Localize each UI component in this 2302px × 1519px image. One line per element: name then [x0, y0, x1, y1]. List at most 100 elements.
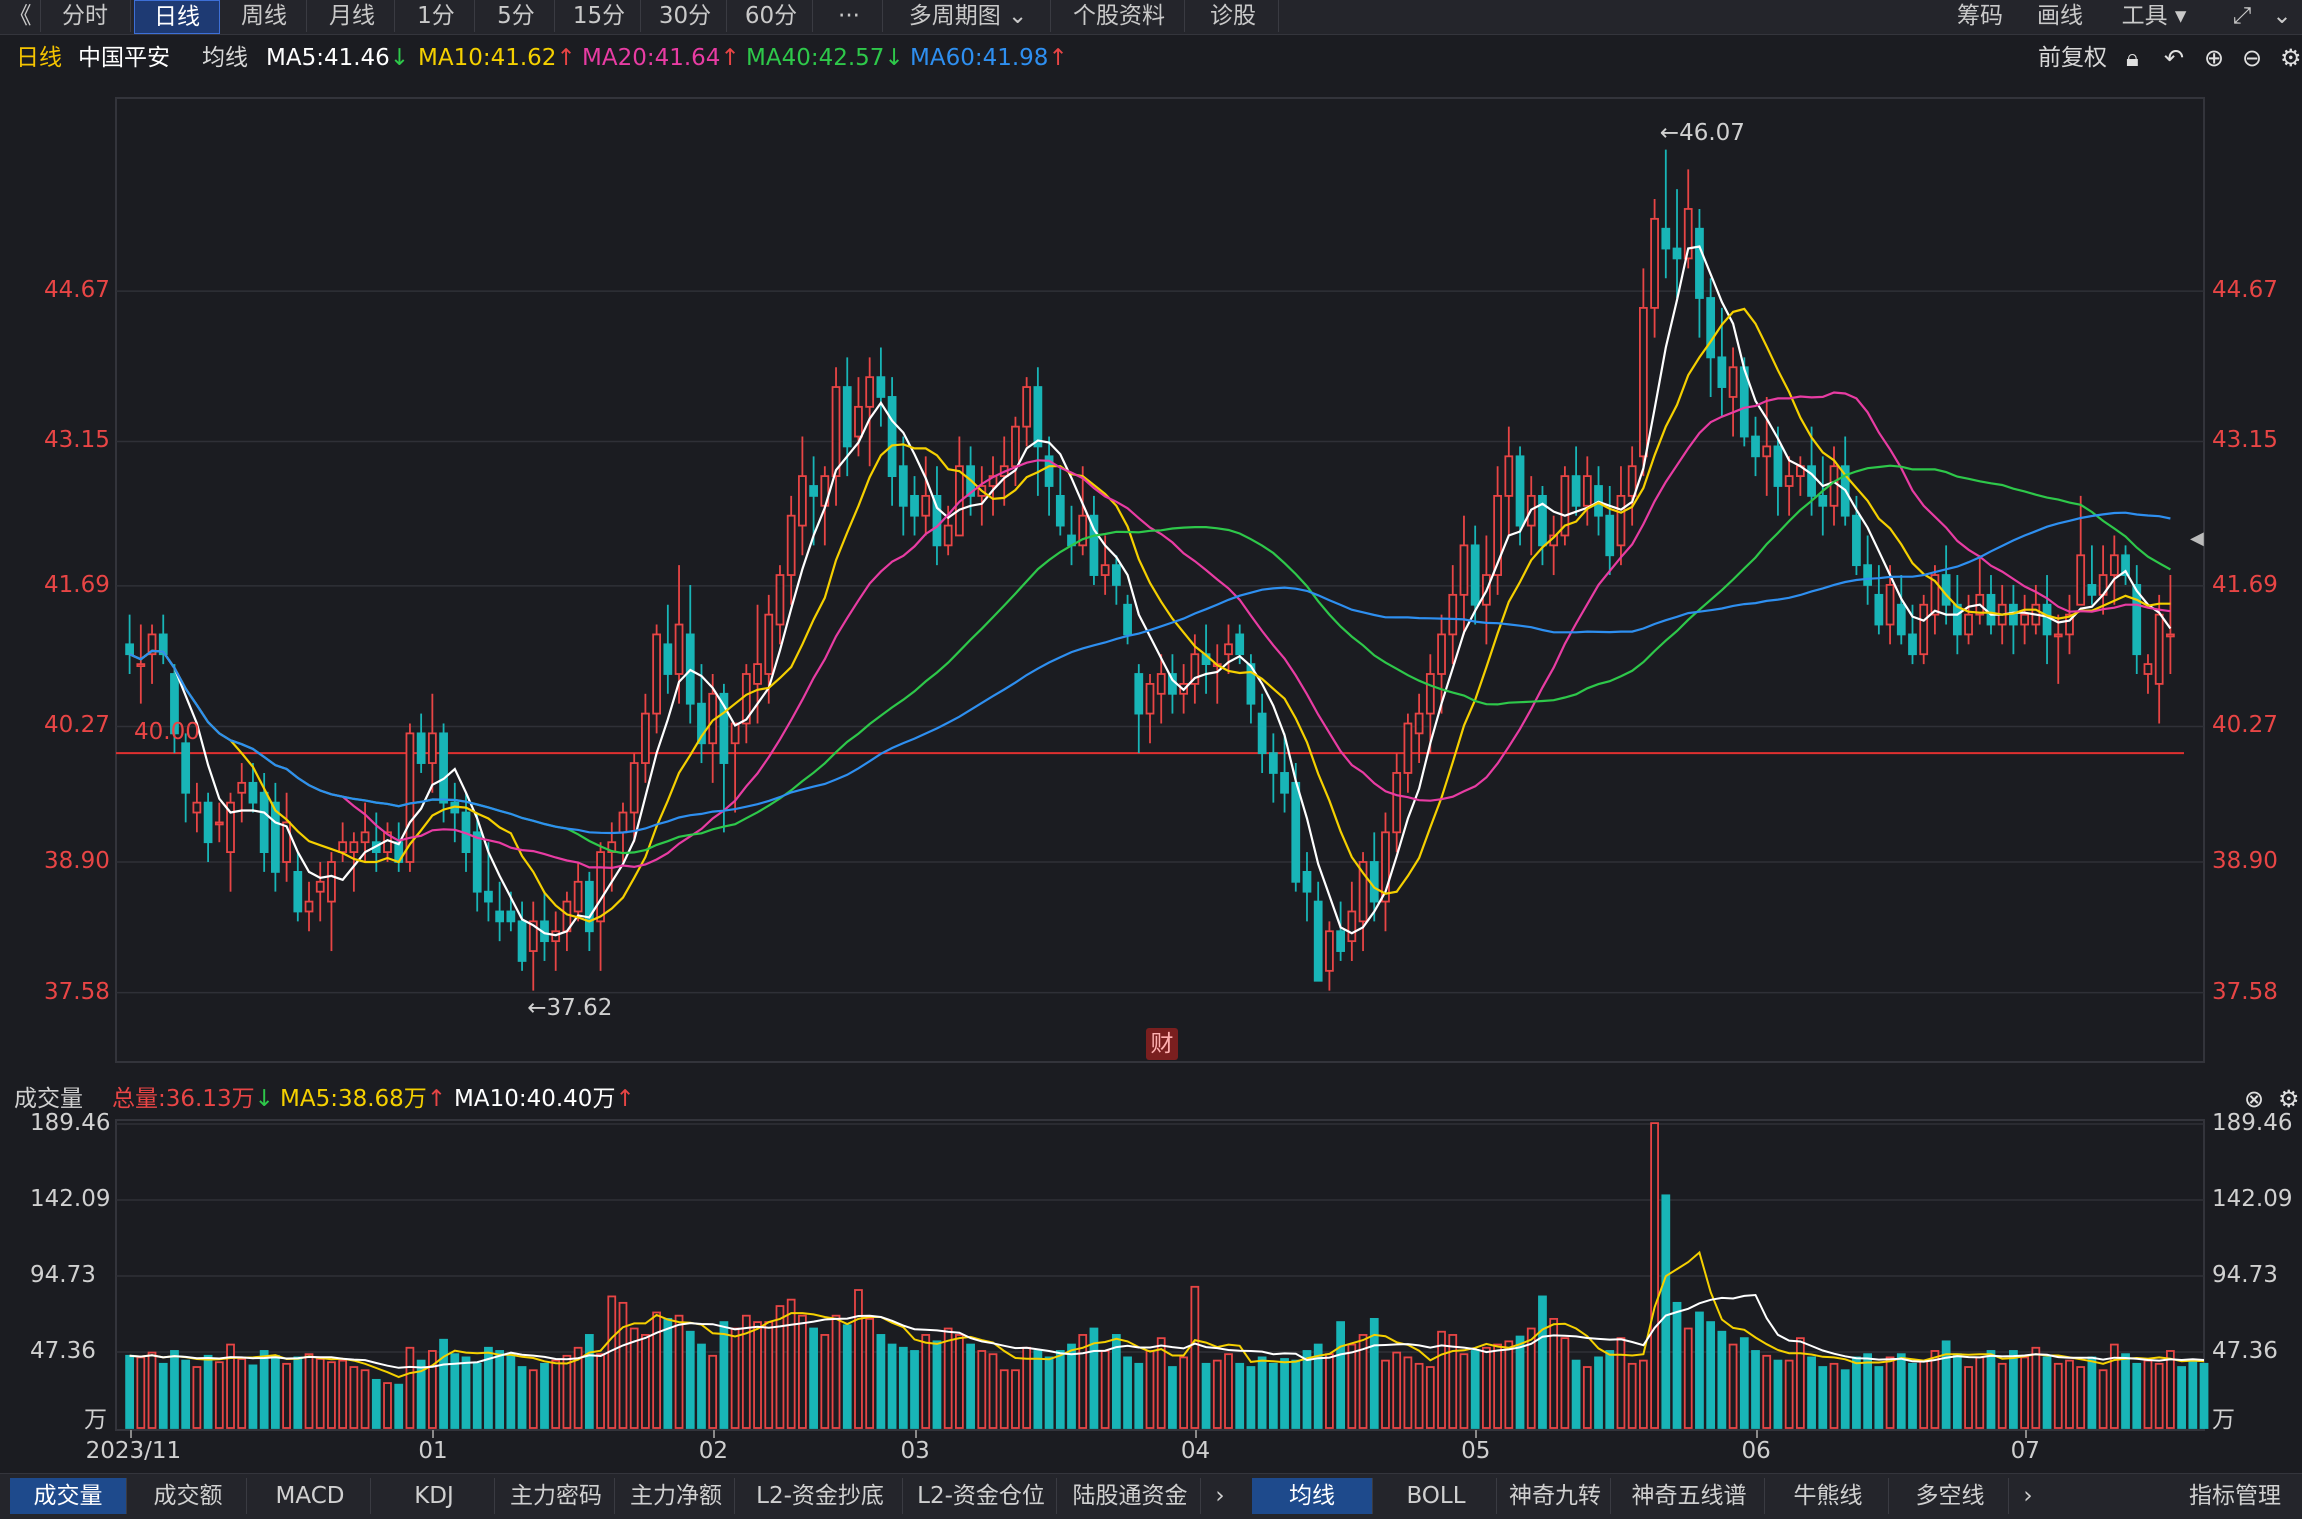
- ma60-value: MA60:41.98: [910, 45, 1049, 71]
- candle-body: [2087, 584, 2097, 596]
- volume-bar: [1055, 1350, 1065, 1429]
- settings-gear-icon[interactable]: ⚙: [2280, 44, 2302, 72]
- tab-bull-bear[interactable]: 牛熊线: [1768, 1478, 1889, 1514]
- volume-grid: [116, 1123, 2204, 1353]
- volume-bar: [1930, 1350, 1940, 1429]
- candle-body: [147, 633, 157, 656]
- tab-magic-five[interactable]: 神奇五线谱: [1614, 1478, 1765, 1514]
- adjust-mode-button[interactable]: 前复权: [2038, 45, 2107, 71]
- ma-title[interactable]: 均线: [202, 45, 248, 71]
- tab-5min[interactable]: 5分: [478, 0, 555, 32]
- tab-60min[interactable]: 60分: [730, 0, 813, 32]
- candle-body: [1369, 861, 1379, 903]
- tab-fenshi[interactable]: 分时: [40, 0, 131, 32]
- volume-ma5-line: [129, 1250, 2205, 1379]
- volume-bar: [831, 1314, 841, 1429]
- tab-macd[interactable]: MACD: [250, 1478, 371, 1514]
- date-tick: 2023/11: [85, 1438, 182, 1464]
- candle-body: [887, 396, 897, 478]
- volume-settings-gear-icon[interactable]: ⚙: [2278, 1085, 2300, 1113]
- price-tick-right: 41.69: [2212, 571, 2278, 598]
- fullscreen-icon[interactable]: ⤢: [2232, 3, 2252, 29]
- volume-bar: [259, 1350, 269, 1429]
- tab-30min[interactable]: 30分: [644, 0, 727, 32]
- candle-body: [1325, 930, 1334, 972]
- tab-northbound[interactable]: 陆股通资金: [1060, 1478, 1201, 1514]
- ma40-value: MA40:42.57: [746, 45, 885, 71]
- volume-bar: [1661, 1194, 1671, 1429]
- ma5-line: [129, 245, 2172, 937]
- volume-bar: [125, 1354, 134, 1429]
- tab-volume[interactable]: 成交量: [10, 1478, 127, 1514]
- volume-bar: [551, 1359, 561, 1429]
- candlestick-chart[interactable]: [0, 80, 2302, 1080]
- tab-daily[interactable]: 日线: [134, 0, 220, 34]
- close-panel-icon[interactable]: ⊗: [2244, 1085, 2265, 1113]
- volume-bar: [1762, 1354, 1772, 1429]
- tab-long-short[interactable]: 多空线: [1892, 1478, 2009, 1514]
- volume-bar: [943, 1327, 953, 1429]
- volume-bar: [854, 1289, 863, 1429]
- stock-profile-button[interactable]: 个股资料: [1054, 0, 1185, 32]
- draw-line-button[interactable]: 画线: [2037, 3, 2083, 29]
- volume-bar: [540, 1362, 549, 1429]
- period-label: 日线: [16, 45, 62, 71]
- candle-body: [1661, 227, 1671, 250]
- ma20-value: MA20:41.64: [582, 45, 721, 71]
- volume-tick-right: 47.36: [2212, 1338, 2278, 1364]
- volume-bar: [1201, 1362, 1211, 1429]
- indicator-manage-button[interactable]: 指标管理: [2189, 1483, 2281, 1509]
- volume-chart[interactable]: [0, 1116, 2302, 1436]
- collapse-back-icon[interactable]: 《: [0, 0, 41, 32]
- tab-l2-bottom[interactable]: L2-资金抄底: [738, 1478, 903, 1514]
- tab-ma[interactable]: 均线: [1252, 1478, 1373, 1514]
- tab-15min[interactable]: 15分: [558, 0, 641, 32]
- volume-bar: [1033, 1350, 1043, 1429]
- financial-report-badge[interactable]: 财: [1146, 1028, 1178, 1060]
- candle-body: [1941, 574, 1951, 606]
- lock-icon[interactable]: 🔒︎: [2126, 44, 2139, 72]
- undo-icon[interactable]: ↶: [2164, 44, 2185, 72]
- candle-body: [1885, 584, 1895, 626]
- candle-body: [203, 801, 213, 844]
- zoom-in-icon[interactable]: ⊕: [2204, 44, 2225, 72]
- tab-1min[interactable]: 1分: [398, 0, 475, 32]
- volume-bar: [685, 1330, 695, 1429]
- tab-main-force-code[interactable]: 主力密码: [498, 1478, 615, 1514]
- tab-turnover[interactable]: 成交额: [130, 1478, 247, 1514]
- chip-distribution-button[interactable]: 筹码: [1957, 3, 2003, 29]
- multi-period-dropdown[interactable]: 多周期图 ⌄: [886, 0, 1051, 32]
- candle-body: [1762, 445, 1772, 458]
- tools-menu-button[interactable]: 工具 ▾: [2121, 3, 2187, 29]
- price-tick-right: 40.27: [2212, 712, 2278, 739]
- stock-diagnosis-button[interactable]: 诊股: [1188, 0, 1279, 32]
- candle-body: [2020, 613, 2029, 626]
- candle-body: [898, 465, 908, 507]
- volume-bar: [1526, 1327, 1536, 1429]
- candle-body: [2053, 633, 2063, 638]
- candle-body: [1459, 544, 1469, 596]
- scroll-right-icon[interactable]: ›: [1215, 1483, 1225, 1509]
- tab-kdj[interactable]: KDJ: [374, 1478, 495, 1514]
- volume-bar: [1347, 1343, 1357, 1429]
- tab-monthly[interactable]: 月线: [310, 0, 395, 32]
- tab-weekly[interactable]: 周线: [222, 0, 307, 32]
- candles: [125, 149, 2175, 991]
- volume-bar: [1168, 1366, 1177, 1429]
- volume-bar: [596, 1353, 605, 1429]
- tab-boll[interactable]: BOLL: [1376, 1478, 1497, 1514]
- volume-plot-frame: [115, 1119, 2205, 1431]
- tab-magic-nine[interactable]: 神奇九转: [1500, 1478, 1611, 1514]
- volume-bar: [1975, 1356, 1985, 1429]
- up-arrow-icon: ↑: [426, 1086, 447, 1112]
- volume-bar: [1818, 1366, 1828, 1429]
- tab-main-net[interactable]: 主力净额: [618, 1478, 735, 1514]
- tab-l2-position[interactable]: L2-资金仓位: [906, 1478, 1057, 1514]
- window-menu-icon[interactable]: ⌄: [2272, 3, 2292, 29]
- zoom-out-icon[interactable]: ⊖: [2242, 44, 2263, 72]
- candle-body: [1044, 455, 1054, 487]
- volume-bar: [1482, 1346, 1491, 1429]
- stock-name[interactable]: 中国平安: [78, 45, 170, 71]
- scroll-right-icon[interactable]: ›: [2023, 1483, 2033, 1509]
- more-periods-button[interactable]: ···: [816, 0, 883, 32]
